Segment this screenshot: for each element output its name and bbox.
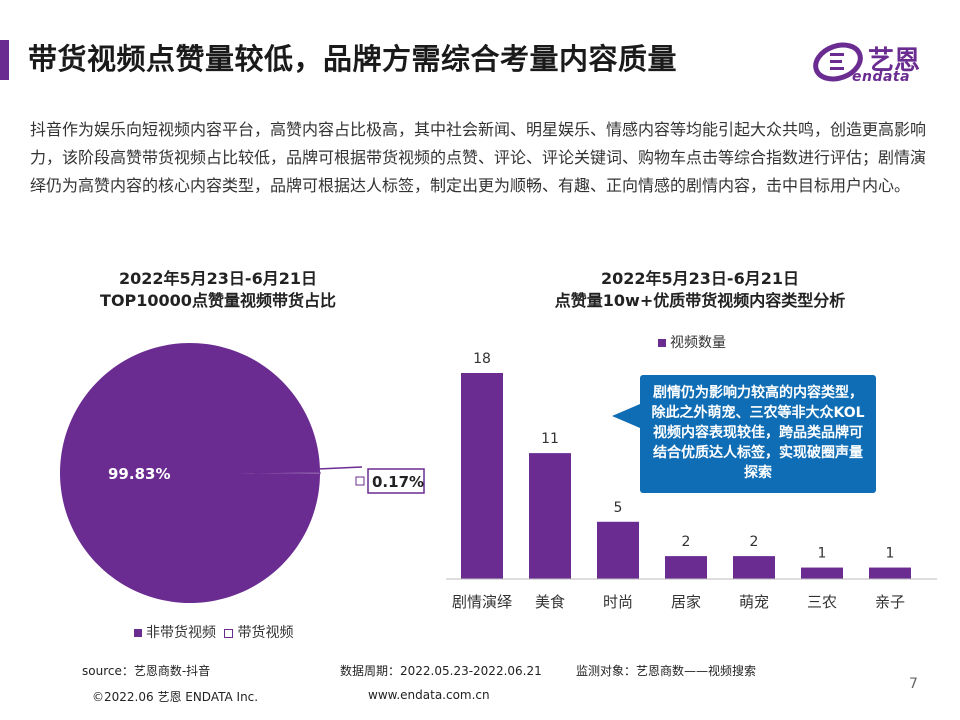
pie-chart-title: 2022年5月23日-6月21日 TOP10000点赞量视频带货占比: [38, 268, 398, 312]
bar-value-label: 5: [614, 500, 623, 516]
bar-美食: [529, 453, 571, 579]
page-title: 带货视频点赞量较低，品牌方需综合考量内容质量: [28, 42, 678, 76]
pie-title-line2: TOP10000点赞量视频带货占比: [100, 291, 336, 310]
callout-tail: [612, 404, 640, 428]
bar-亲子: [869, 567, 911, 579]
pie-label-sales: 0.17%: [372, 473, 424, 491]
bar-chart-title: 2022年5月23日-6月21日 点赞量10w+优质带货视频内容类型分析: [520, 268, 880, 312]
endata-logo-icon: [813, 42, 863, 82]
bar-三农: [801, 567, 843, 579]
logo-text-cn: 艺恩: [868, 46, 921, 76]
source-note: source：艺恩商数-抖音: [82, 664, 211, 678]
bar-title-line2: 点赞量10w+优质带货视频内容类型分析: [554, 291, 846, 310]
bar-category-label: 美食: [535, 593, 565, 611]
bar-category-label: 萌宠: [739, 593, 769, 611]
website-link[interactable]: www.endata.com.cn: [368, 688, 490, 702]
bar-category-label: 时尚: [603, 593, 633, 611]
pie-leader-line: [229, 466, 363, 474]
bar-category-label: 剧情演绎: [452, 593, 512, 611]
pie-chart: 99.83% 0.17%: [59, 342, 425, 603]
bar-group: 18 剧情演绎 11 美食 5 时尚 2 居家 2 萌宠 1 三农 1 亲子: [452, 351, 911, 611]
copyright: ©2022.06 艺恩 ENDATA Inc.: [92, 690, 259, 704]
pie-label-sales-box: [367, 468, 425, 494]
annotation-text: 剧情仍为影响力较高的内容类型，除此之外萌宠、三农等非大众KOL视频内容表现较佳，…: [651, 385, 865, 481]
bar-居家: [665, 556, 707, 579]
pie-label-non-sales: 99.83%: [108, 465, 170, 483]
monitor-target: 监测对象：艺恩商数——视频搜索: [576, 664, 757, 678]
title-accent-bar: [0, 40, 9, 80]
annotation-callout: 剧情仍为影响力较高的内容类型，除此之外萌宠、三农等非大众KOL视频内容表现较佳，…: [640, 375, 876, 493]
bar-value-label: 2: [750, 534, 759, 550]
bar-value-label: 2: [682, 534, 691, 550]
pie-title-line1: 2022年5月23日-6月21日: [119, 269, 317, 288]
bar-chart: 18 剧情演绎 11 美食 5 时尚 2 居家 2 萌宠 1 三农 1 亲子: [446, 351, 937, 611]
bar-legend-marker: [658, 339, 666, 347]
bar-category-label: 三农: [807, 593, 837, 611]
bar-category-label: 亲子: [875, 593, 905, 611]
bar-legend-label: 视频数量: [670, 335, 726, 351]
bar-value-label: 18: [473, 351, 491, 367]
pie-legend: 非带货视频 带货视频: [134, 622, 293, 642]
legend-label-sales: 带货视频: [237, 625, 294, 641]
bar-萌宠: [733, 556, 775, 579]
page-number: 7: [909, 676, 918, 692]
bar-剧情演绎: [461, 373, 503, 579]
intro-paragraph: 抖音作为娱乐向短视频内容平台，高赞内容占比极高，其中社会新闻、明星娱乐、情感内容…: [30, 120, 927, 195]
bar-legend: 视频数量: [658, 332, 726, 352]
endata-logo: 艺恩 endata: [812, 40, 932, 85]
pie-slice-sales: [189, 471, 321, 475]
logo-text-en: endata: [852, 69, 911, 85]
data-period: 数据周期：2022.05.23-2022.06.21: [340, 664, 542, 678]
pie-label-sales-marker: [355, 476, 365, 486]
bar-value-label: 11: [541, 431, 559, 447]
bar-value-label: 1: [886, 546, 895, 562]
bar-value-label: 1: [818, 546, 827, 562]
bar-title-line1: 2022年5月23日-6月21日: [601, 269, 799, 288]
legend-marker-non-sales: [134, 629, 142, 637]
bar-时尚: [597, 521, 639, 579]
bar-category-label: 居家: [671, 593, 701, 611]
legend-label-non-sales: 非带货视频: [146, 625, 216, 641]
legend-marker-sales: [224, 628, 234, 638]
